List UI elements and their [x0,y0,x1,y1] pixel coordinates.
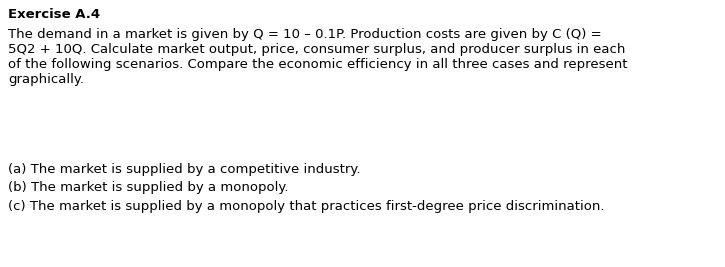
Text: (a) The market is supplied by a competitive industry.: (a) The market is supplied by a competit… [8,163,360,176]
Text: graphically.: graphically. [8,73,84,86]
Text: (b) The market is supplied by a monopoly.: (b) The market is supplied by a monopoly… [8,181,289,194]
Text: 5Q2 + 10Q. Calculate market output, price, consumer surplus, and producer surplu: 5Q2 + 10Q. Calculate market output, pric… [8,43,626,56]
Text: The demand in a market is given by Q = 10 – 0.1P. Production costs are given by : The demand in a market is given by Q = 1… [8,28,602,41]
Text: (c) The market is supplied by a monopoly that practices first-degree price discr: (c) The market is supplied by a monopoly… [8,200,605,213]
Text: Exercise A.4: Exercise A.4 [8,8,100,21]
Text: of the following scenarios. Compare the economic efficiency in all three cases a: of the following scenarios. Compare the … [8,58,628,71]
